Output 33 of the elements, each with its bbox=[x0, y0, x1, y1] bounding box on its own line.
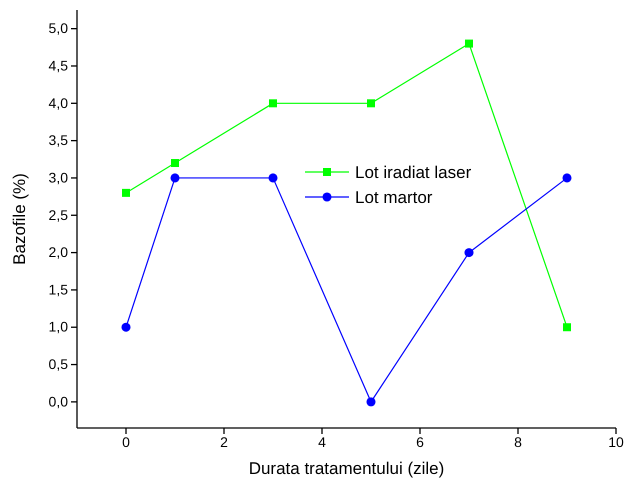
y-tick-label: 0,5 bbox=[48, 356, 68, 372]
x-tick-label: 0 bbox=[122, 434, 130, 450]
y-tick-label: 4,0 bbox=[48, 94, 68, 111]
y-tick-label: 3,5 bbox=[48, 132, 68, 148]
point bbox=[170, 173, 180, 182]
point bbox=[268, 173, 278, 182]
x-tick-label: 8 bbox=[514, 434, 522, 450]
x-tick-label: 4 bbox=[318, 434, 326, 450]
y-tick-label: 0,0 bbox=[48, 393, 68, 410]
y-tick-label: 5,0 bbox=[48, 20, 68, 36]
legend-label: Lot iradiat laser bbox=[355, 163, 472, 182]
y-tick-label: 3,0 bbox=[48, 169, 68, 186]
y-tick-label: 4,5 bbox=[48, 57, 68, 74]
point bbox=[367, 99, 375, 108]
y-tick-label: 1,5 bbox=[48, 281, 68, 298]
point bbox=[122, 188, 130, 197]
y-tick-label: 1,0 bbox=[48, 318, 68, 335]
point bbox=[171, 159, 179, 168]
x-tick-label: 6 bbox=[416, 434, 424, 450]
point bbox=[464, 248, 474, 258]
y-tick-label: 2,5 bbox=[48, 206, 68, 223]
y-tick-label: 2,0 bbox=[48, 244, 68, 260]
point bbox=[465, 40, 473, 48]
point bbox=[366, 397, 376, 406]
point bbox=[562, 173, 572, 182]
point bbox=[121, 322, 131, 332]
x-tick-label: 2 bbox=[220, 434, 228, 450]
y-axis-title: Bazofile (%) bbox=[10, 173, 29, 265]
x-axis-title: Durata tratamentului (zile) bbox=[248, 459, 444, 478]
legend-label: Lot martor bbox=[355, 188, 433, 207]
point bbox=[563, 323, 571, 332]
point bbox=[269, 99, 277, 108]
x-tick-label: 10 bbox=[608, 434, 624, 450]
